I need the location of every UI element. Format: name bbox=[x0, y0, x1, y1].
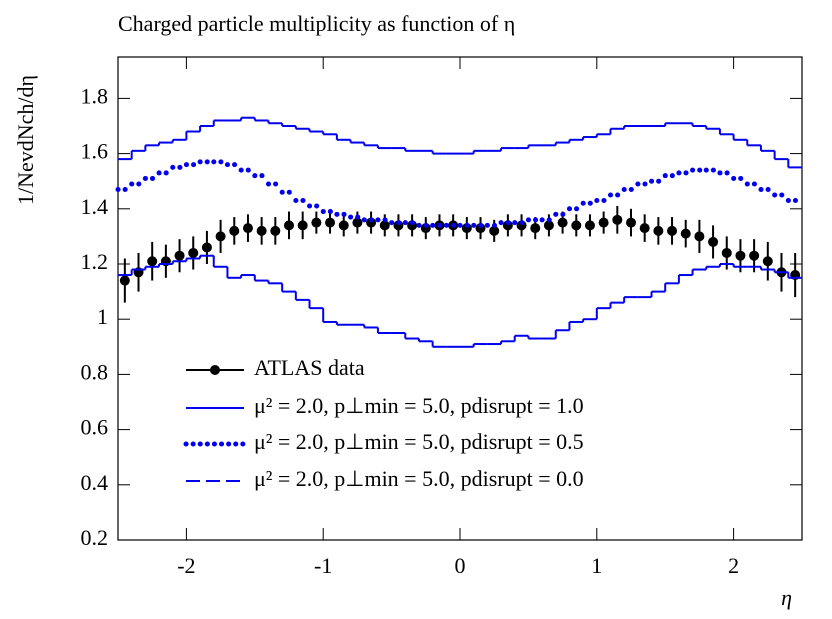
data-point bbox=[571, 220, 582, 231]
legend-label: μ² = 2.0, p⊥min = 5.0, pdisrupt = 0.0 bbox=[254, 466, 584, 491]
x-axis-label: η bbox=[781, 585, 792, 610]
data-point bbox=[708, 236, 719, 247]
x-tick-label: 2 bbox=[728, 553, 739, 578]
data-point bbox=[242, 223, 253, 234]
data-point bbox=[270, 225, 281, 236]
data-point bbox=[762, 256, 773, 267]
data-point bbox=[639, 223, 650, 234]
data-point bbox=[215, 231, 226, 242]
y-tick-label: 1 bbox=[97, 304, 108, 329]
x-tick-label: -1 bbox=[314, 553, 332, 578]
legend-label: μ² = 2.0, p⊥min = 5.0, pdisrupt = 1.0 bbox=[254, 393, 584, 418]
y-tick-label: 0.2 bbox=[81, 525, 109, 550]
y-tick-label: 1.4 bbox=[81, 194, 109, 219]
y-tick-label: 1.8 bbox=[81, 83, 109, 108]
data-point bbox=[147, 256, 158, 267]
data-point bbox=[284, 220, 294, 231]
y-tick-label: 1.2 bbox=[81, 249, 109, 274]
y-tick-label: 0.8 bbox=[81, 359, 109, 384]
data-point bbox=[653, 225, 664, 236]
y-tick-label: 0.4 bbox=[81, 470, 109, 495]
data-point bbox=[598, 217, 609, 228]
data-point bbox=[735, 250, 746, 261]
data-point bbox=[311, 217, 322, 228]
data-point bbox=[530, 223, 541, 234]
data-point bbox=[188, 247, 199, 258]
data-point bbox=[612, 214, 623, 225]
y-tick-label: 0.6 bbox=[81, 415, 109, 440]
x-tick-label: 1 bbox=[591, 553, 602, 578]
data-point bbox=[379, 220, 390, 231]
data-point bbox=[489, 225, 500, 236]
data-point bbox=[338, 220, 349, 231]
data-point bbox=[297, 220, 308, 231]
data-point bbox=[694, 231, 705, 242]
x-tick-label: -2 bbox=[177, 553, 195, 578]
legend-label: μ² = 2.0, p⊥min = 5.0, pdisrupt = 0.5 bbox=[254, 429, 584, 454]
x-tick-label: 0 bbox=[455, 553, 466, 578]
data-point bbox=[543, 220, 554, 231]
data-point bbox=[557, 217, 568, 228]
legend-swatch bbox=[210, 365, 220, 375]
data-point bbox=[229, 225, 240, 236]
data-point bbox=[749, 250, 760, 261]
data-point bbox=[721, 247, 732, 258]
data-point bbox=[626, 217, 636, 228]
chart-title: Charged particle multiplicity as functio… bbox=[118, 11, 515, 36]
data-point bbox=[584, 220, 595, 231]
y-tick-label: 1.6 bbox=[81, 139, 109, 164]
data-point bbox=[667, 225, 678, 236]
legend-label: ATLAS data bbox=[254, 355, 365, 380]
data-point bbox=[256, 225, 267, 236]
data-point bbox=[680, 228, 691, 239]
data-point bbox=[325, 217, 336, 228]
data-point bbox=[352, 217, 363, 228]
data-point bbox=[201, 242, 212, 253]
data-point bbox=[174, 250, 185, 261]
y-axis-label: 1/NevdNch/dη bbox=[13, 75, 38, 205]
data-point bbox=[119, 275, 130, 286]
